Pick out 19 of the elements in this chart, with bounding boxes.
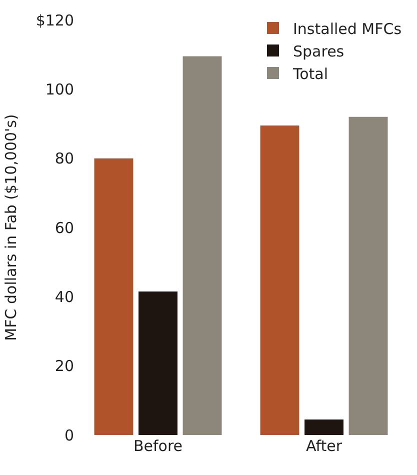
y-tick-label: $120 bbox=[36, 11, 74, 30]
y-tick-label: 100 bbox=[45, 80, 74, 98]
y-tick-label: 20 bbox=[54, 357, 74, 376]
legend-label: Spares bbox=[293, 42, 344, 60]
y-tick-label: 0 bbox=[64, 426, 74, 444]
x-tick-label: Before bbox=[133, 437, 183, 455]
bar bbox=[138, 291, 178, 435]
y-tick-label: 80 bbox=[54, 150, 74, 168]
legend-label: Installed MFCs bbox=[293, 20, 402, 38]
x-tick-label: After bbox=[306, 437, 343, 455]
bar bbox=[182, 56, 222, 435]
bar bbox=[348, 116, 388, 435]
y-tick-label: 40 bbox=[54, 288, 74, 306]
y-axis-title: MFC dollars in Fab ($10,000's) bbox=[2, 114, 20, 341]
y-tick-label: 60 bbox=[54, 218, 74, 237]
bar bbox=[260, 125, 300, 435]
bar bbox=[304, 419, 344, 435]
bar bbox=[94, 158, 134, 435]
legend-label: Total bbox=[292, 64, 328, 83]
